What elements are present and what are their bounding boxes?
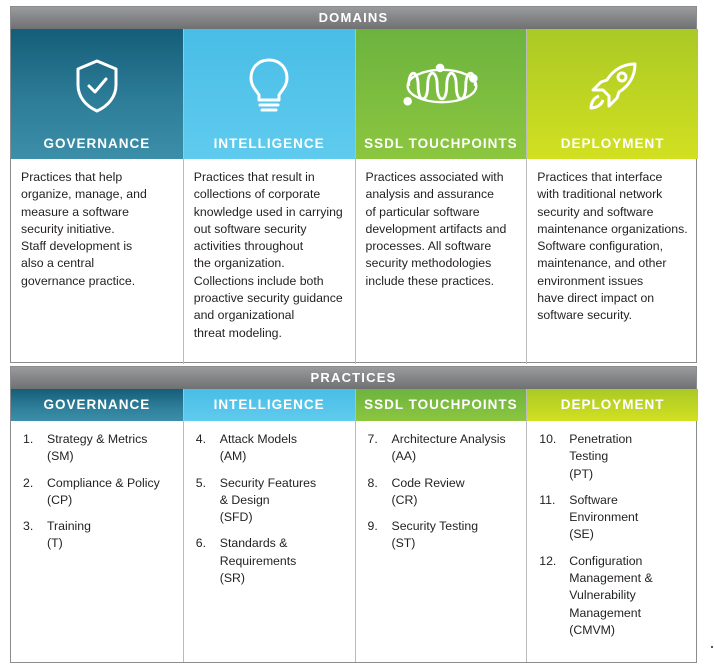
practices-header: PRACTICES	[11, 367, 696, 389]
list-item: 12. Configuration Management & Vulnerabil…	[535, 553, 694, 639]
item-text: Code Review (CR)	[391, 475, 465, 507]
item-text: Configuration Management & Vulnerability…	[569, 553, 653, 637]
item-text: Attack Models (AM)	[219, 432, 297, 464]
item-text: Security Testing (ST)	[391, 519, 479, 551]
domain-description-ssdl: Practices associated with analysis and a…	[354, 159, 527, 364]
domain-deployment-tile: DEPLOYMENT	[526, 29, 698, 159]
item-text: Strategy & Metrics (SM)	[47, 432, 148, 464]
item-text: Standards & Requirements (SR)	[219, 536, 297, 586]
list-item: 4. Attack Models (AM)	[192, 431, 351, 466]
stray-dot	[711, 646, 713, 648]
domain-description-deployment: Practices that interface with traditiona…	[526, 159, 698, 364]
practice-head-deployment: DEPLOYMENT	[526, 389, 698, 421]
item-number: 9.	[367, 519, 378, 534]
practice-head-intelligence: INTELLIGENCE	[182, 389, 355, 421]
domain-ssdl-tile: SSDL TOUCHPOINTS	[354, 29, 527, 159]
description-text: Practices associated with analysis and a…	[365, 170, 507, 288]
list-item: 1. Strategy & Metrics (SM)	[19, 431, 179, 466]
item-text: Compliance & Policy (CP)	[47, 475, 160, 507]
item-number: 12.	[539, 553, 557, 568]
item-number: 6.	[195, 536, 207, 551]
list-item: 10. Penetration Testing (PT)	[535, 431, 694, 483]
rocket-icon	[573, 51, 653, 121]
domain-title: DEPLOYMENT	[560, 136, 665, 151]
item-number: 2.	[23, 475, 34, 490]
practices-table: PRACTICES GOVERNANCE INTELLIGENCE SSDL T…	[10, 366, 698, 663]
practice-head-governance: GOVERNANCE	[11, 389, 183, 421]
item-number: 8.	[367, 475, 378, 490]
list-item: 6. Standards & Requirements (SR)	[192, 535, 351, 587]
item-number: 5.	[195, 475, 207, 490]
practice-list-intelligence: 4. Attack Models (AM) 5. Security Features…	[182, 421, 355, 662]
coil-loop-icon	[401, 51, 481, 121]
item-text: Penetration Testing (PT)	[569, 432, 633, 481]
shield-check-icon	[57, 51, 137, 121]
domain-title: INTELLIGENCE	[213, 136, 325, 151]
item-text: Security Features & Design (SFD)	[219, 475, 317, 525]
description-text: Practices that interface with traditiona…	[537, 170, 688, 323]
domain-intelligence-tile: INTELLIGENCE	[182, 29, 355, 159]
practice-list-governance: 1. Strategy & Metrics (SM) 2. Compliance &…	[11, 421, 183, 662]
list-item: 11. Software Environment (SE)	[535, 492, 694, 544]
domain-description-governance: Practices that help organize, manage, an…	[11, 159, 183, 364]
domains-hero-row: GOVERNANCE INTELLIGENCE	[11, 29, 698, 159]
domains-table: DOMAINS GOVERNANCE INTELLIGENCE	[10, 6, 698, 364]
item-text: Software Environment (SE)	[569, 492, 639, 542]
practice-list-ssdl: 7. Architecture Analysis (AA) 8. Code Revi…	[354, 421, 527, 662]
lightbulb-icon	[229, 51, 309, 121]
domain-title: GOVERNANCE	[43, 136, 151, 151]
practice-head-ssdl: SSDL TOUCHPOINTS	[354, 389, 527, 421]
domain-description-intelligence: Practices that result in collections of …	[182, 159, 355, 364]
practices-list-row: 1. Strategy & Metrics (SM) 2. Compliance &…	[11, 421, 696, 662]
item-number: 1.	[23, 432, 34, 446]
item-number: 11.	[539, 492, 556, 507]
list-item: 7. Architecture Analysis (AA)	[364, 431, 523, 466]
practice-list-deployment: 10. Penetration Testing (PT) 11. Software …	[526, 421, 698, 662]
list-item: 3. Training (T)	[19, 518, 179, 553]
list-item: 9. Security Testing (ST)	[364, 518, 523, 553]
description-text: Practices that help organize, manage, an…	[21, 170, 147, 288]
item-number: 10.	[539, 432, 557, 446]
item-number: 7.	[367, 432, 378, 446]
domains-header: DOMAINS	[11, 7, 696, 29]
domain-governance-tile: GOVERNANCE	[11, 29, 183, 159]
item-text: Architecture Analysis (AA)	[391, 432, 506, 464]
list-item: 5. Security Features & Design (SFD)	[192, 475, 351, 527]
domain-title: SSDL TOUCHPOINTS	[364, 136, 518, 151]
item-number: 4.	[195, 432, 207, 446]
list-item: 8. Code Review (CR)	[364, 475, 523, 510]
description-text: Practices that result in collections of …	[193, 170, 343, 340]
item-text: Training (T)	[47, 519, 91, 551]
list-item: 2. Compliance & Policy (CP)	[19, 475, 179, 510]
domains-description-row: Practices that help organize, manage, an…	[11, 159, 696, 364]
item-number: 3.	[23, 519, 34, 534]
practices-head-row: GOVERNANCE INTELLIGENCE SSDL TOUCHPOINTS…	[11, 389, 698, 421]
